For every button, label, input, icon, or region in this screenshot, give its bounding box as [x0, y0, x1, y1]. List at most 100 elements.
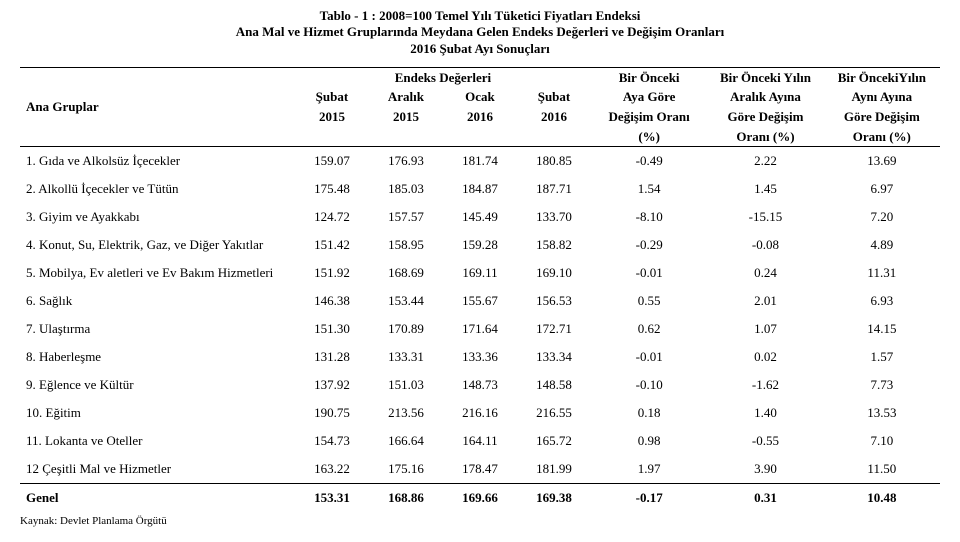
cell-index: 158.95 — [369, 231, 443, 259]
row-label: 8. Haberleşme — [20, 343, 295, 371]
table-row: Genel153.31168.86169.66169.38-0.170.3110… — [20, 484, 940, 513]
cell-index: 175.16 — [369, 455, 443, 483]
cell-index: 154.73 — [295, 427, 369, 455]
cell-pct: 0.62 — [591, 315, 707, 343]
cell-index: 153.31 — [295, 484, 369, 513]
cell-index: 146.38 — [295, 287, 369, 315]
table-row: 10. Eğitim190.75213.56216.16216.550.181.… — [20, 399, 940, 427]
header-pct3-l1: Bir ÖncekiYılın — [824, 67, 940, 87]
cell-pct: 6.97 — [824, 175, 940, 203]
table-title: Tablo - 1 : 2008=100 Temel Yılı Tüketici… — [20, 8, 940, 57]
cell-index: 166.64 — [369, 427, 443, 455]
cell-pct: 11.31 — [824, 259, 940, 287]
header-pct1-l2: Aya Göre — [591, 87, 707, 107]
cell-pct: 7.20 — [824, 203, 940, 231]
cell-index: 133.31 — [369, 343, 443, 371]
cell-index: 169.11 — [443, 259, 517, 287]
cell-index: 159.07 — [295, 147, 369, 176]
cell-pct: 1.40 — [707, 399, 823, 427]
cell-pct: 1.97 — [591, 455, 707, 483]
cell-index: 151.03 — [369, 371, 443, 399]
cell-index: 151.42 — [295, 231, 369, 259]
cell-pct: -8.10 — [591, 203, 707, 231]
cell-pct: 2.01 — [707, 287, 823, 315]
cell-index: 133.70 — [517, 203, 591, 231]
row-label: 12 Çeşitli Mal ve Hizmetler — [20, 455, 295, 483]
cell-pct: 1.57 — [824, 343, 940, 371]
cell-index: 148.58 — [517, 371, 591, 399]
cell-index: 165.72 — [517, 427, 591, 455]
cell-index: 145.49 — [443, 203, 517, 231]
cell-pct: 11.50 — [824, 455, 940, 483]
cell-pct: 0.55 — [591, 287, 707, 315]
cell-pct: 6.93 — [824, 287, 940, 315]
cell-index: 178.47 — [443, 455, 517, 483]
header-col2-l1: Aralık — [369, 87, 443, 107]
header-col3-l2: 2016 — [443, 107, 517, 127]
cell-pct: 1.45 — [707, 175, 823, 203]
cell-index: 170.89 — [369, 315, 443, 343]
cell-pct: 1.54 — [591, 175, 707, 203]
cell-pct: -0.29 — [591, 231, 707, 259]
table-row: 9. Eğlence ve Kültür137.92151.03148.7314… — [20, 371, 940, 399]
cpi-table: Ana Gruplar Endeks Değerleri Bir Önceki … — [20, 67, 940, 512]
row-label: Genel — [20, 484, 295, 513]
cell-index: 164.11 — [443, 427, 517, 455]
cell-index: 175.48 — [295, 175, 369, 203]
source-note: Kaynak: Devlet Planlama Örgütü — [20, 515, 940, 527]
table-row: 7. Ulaştırma151.30170.89171.64172.710.62… — [20, 315, 940, 343]
cell-index: 213.56 — [369, 399, 443, 427]
header-pct2-l2: Aralık Ayına — [707, 87, 823, 107]
cell-pct: 0.98 — [591, 427, 707, 455]
header-col4-l1: Şubat — [517, 87, 591, 107]
cell-index: 216.16 — [443, 399, 517, 427]
header-pct3-l2: Aynı Ayına — [824, 87, 940, 107]
cell-pct: 0.18 — [591, 399, 707, 427]
header-pct1-l4: (%) — [591, 127, 707, 147]
cell-pct: -0.49 — [591, 147, 707, 176]
cell-index: 169.10 — [517, 259, 591, 287]
cell-pct: 0.31 — [707, 484, 823, 513]
header-pct3-l4: Oranı (%) — [824, 127, 940, 147]
row-label: 9. Eğlence ve Kültür — [20, 371, 295, 399]
cell-index: 181.99 — [517, 455, 591, 483]
table-row: 1. Gıda ve Alkolsüz İçecekler159.07176.9… — [20, 147, 940, 176]
header-pct2-l3: Göre Değişim — [707, 107, 823, 127]
cell-pct: -1.62 — [707, 371, 823, 399]
cell-index: 169.38 — [517, 484, 591, 513]
cell-index: 151.92 — [295, 259, 369, 287]
cell-pct: 2.22 — [707, 147, 823, 176]
cell-index: 171.64 — [443, 315, 517, 343]
cell-pct: 7.73 — [824, 371, 940, 399]
cell-index: 168.86 — [369, 484, 443, 513]
header-pct1-l1: Bir Önceki — [591, 67, 707, 87]
header-pct2-l1: Bir Önceki Yılın — [707, 67, 823, 87]
cell-pct: -0.10 — [591, 371, 707, 399]
row-label: 11. Lokanta ve Oteller — [20, 427, 295, 455]
title-line-1: Tablo - 1 : 2008=100 Temel Yılı Tüketici… — [20, 8, 940, 24]
table-row: 2. Alkollü İçecekler ve Tütün175.48185.0… — [20, 175, 940, 203]
cell-pct: 1.07 — [707, 315, 823, 343]
cell-index: 133.36 — [443, 343, 517, 371]
cell-index: 157.57 — [369, 203, 443, 231]
table-row: 3. Giyim ve Ayakkabı124.72157.57145.4913… — [20, 203, 940, 231]
cell-index: 187.71 — [517, 175, 591, 203]
row-label: 4. Konut, Su, Elektrik, Gaz, ve Diğer Ya… — [20, 231, 295, 259]
cell-pct: -0.55 — [707, 427, 823, 455]
cell-index: 216.55 — [517, 399, 591, 427]
cell-pct: 0.24 — [707, 259, 823, 287]
table-row: 5. Mobilya, Ev aletleri ve Ev Bakım Hizm… — [20, 259, 940, 287]
row-label: 3. Giyim ve Ayakkabı — [20, 203, 295, 231]
header-pct1-l3: Değişim Oranı — [591, 107, 707, 127]
cell-pct: 0.02 — [707, 343, 823, 371]
cell-index: 184.87 — [443, 175, 517, 203]
header-pct2-l4: Oranı (%) — [707, 127, 823, 147]
cell-index: 169.66 — [443, 484, 517, 513]
cell-index: 163.22 — [295, 455, 369, 483]
cell-index: 156.53 — [517, 287, 591, 315]
cell-pct: 10.48 — [824, 484, 940, 513]
cell-pct: 7.10 — [824, 427, 940, 455]
row-label: 10. Eğitim — [20, 399, 295, 427]
header-pct3-l3: Göre Değişim — [824, 107, 940, 127]
cell-pct: -15.15 — [707, 203, 823, 231]
